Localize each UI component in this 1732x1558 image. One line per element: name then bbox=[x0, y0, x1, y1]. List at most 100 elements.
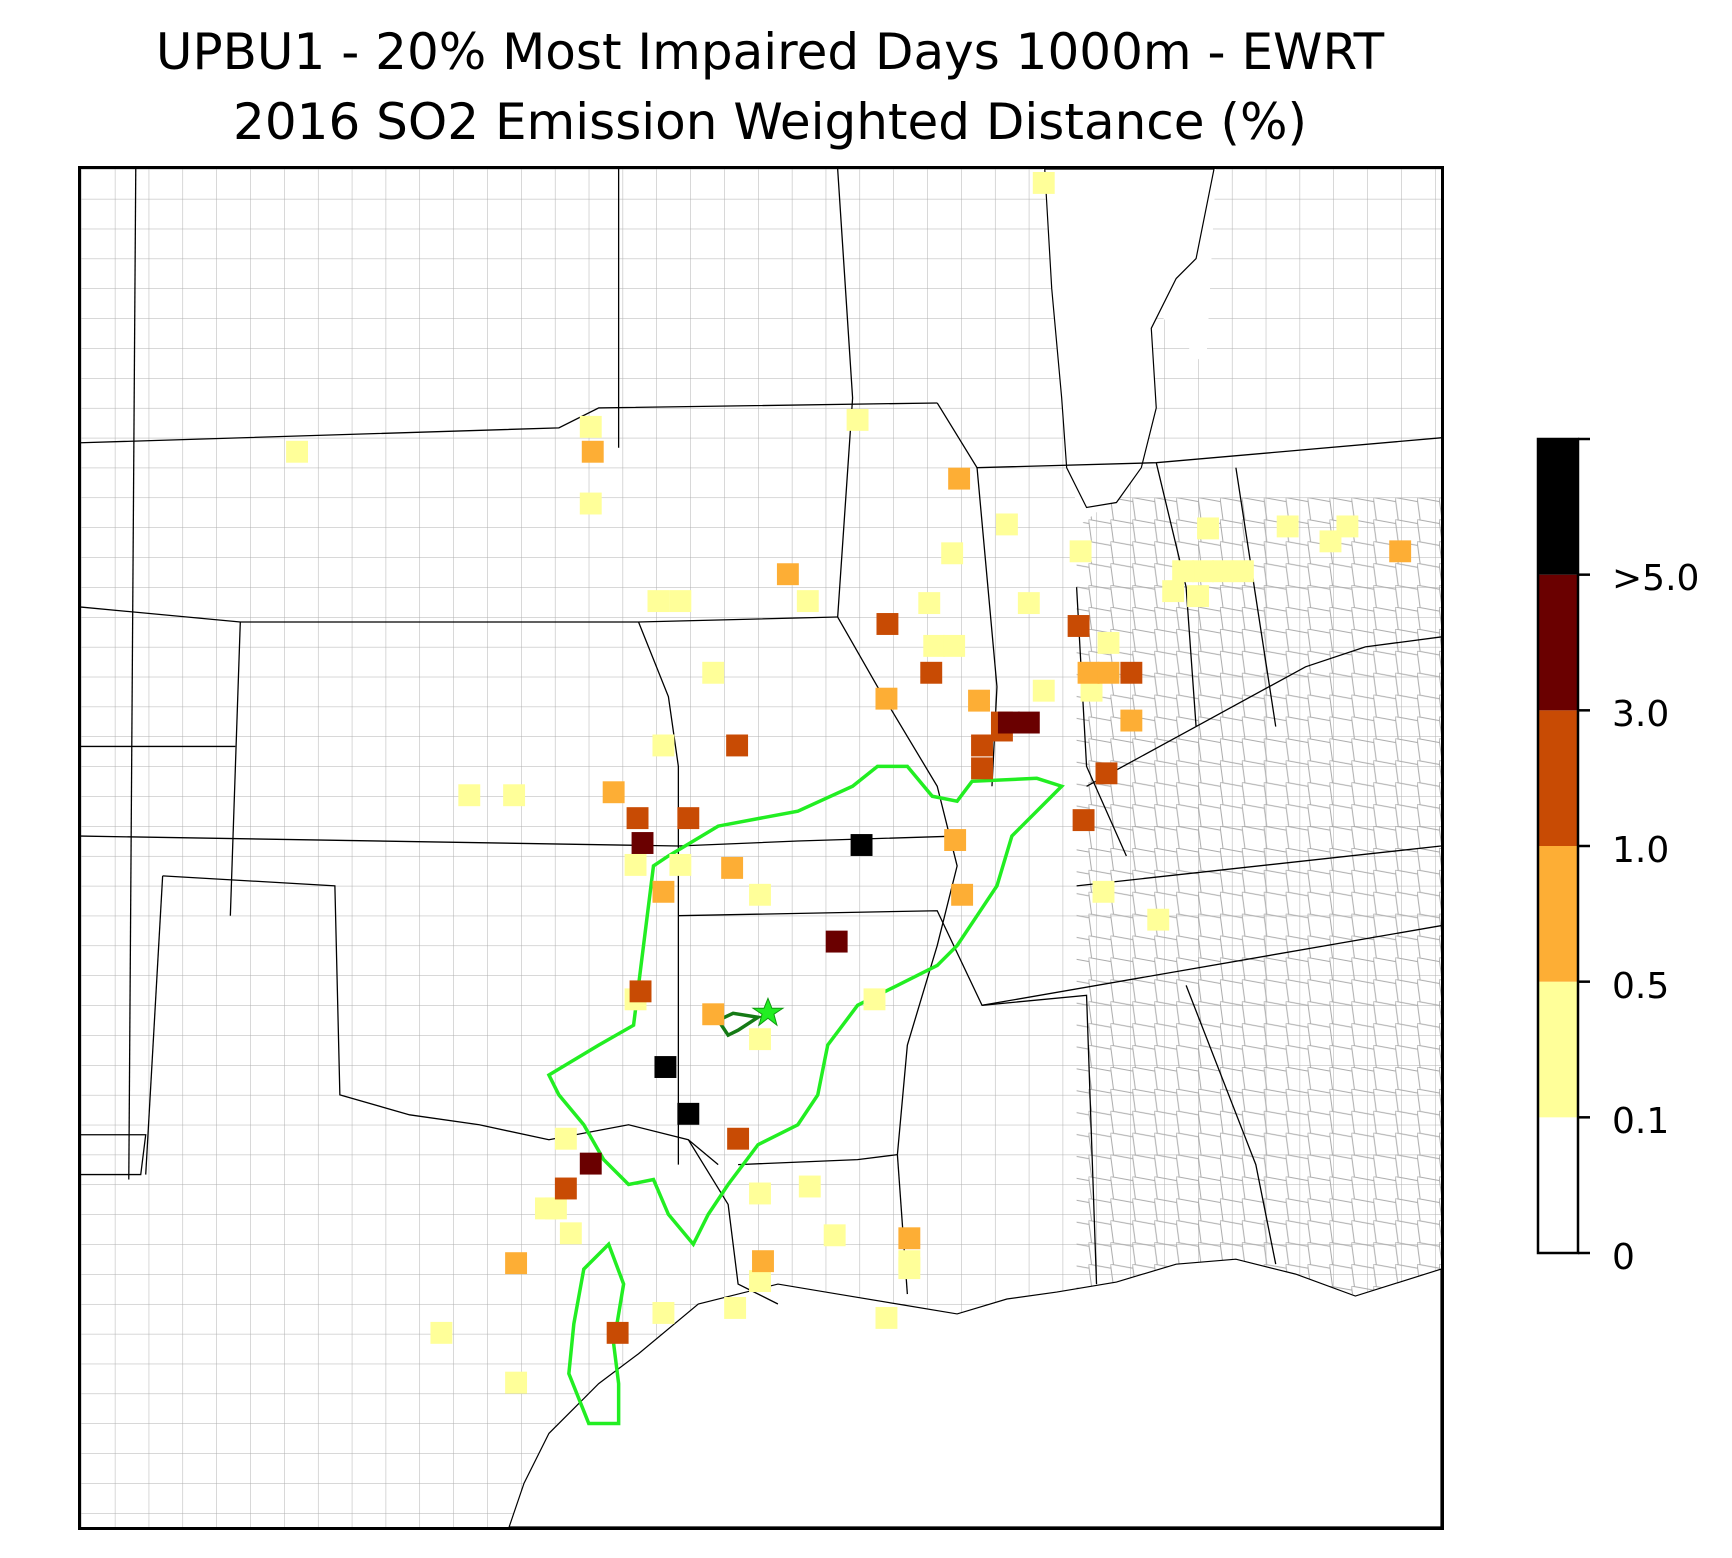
emission-cell bbox=[669, 590, 692, 613]
emission-cell bbox=[629, 980, 652, 1003]
emission-cell bbox=[1017, 592, 1040, 615]
emission-cell bbox=[579, 415, 602, 438]
emission-cell bbox=[898, 1250, 921, 1273]
emission-cell bbox=[1032, 171, 1055, 194]
emission-cell bbox=[727, 1127, 750, 1150]
emission-cell bbox=[554, 1177, 577, 1200]
chart-subtitle: 2016 SO2 Emission Weighted Distance (%) bbox=[233, 93, 1307, 151]
state-boundaries bbox=[81, 169, 1441, 1305]
emission-cell bbox=[1319, 530, 1342, 553]
emission-cell bbox=[968, 689, 990, 712]
emission-cell bbox=[1172, 560, 1195, 583]
emission-cell bbox=[749, 1028, 771, 1051]
map-canvas bbox=[81, 169, 1441, 1527]
emission-cell bbox=[923, 634, 946, 657]
emission-cell bbox=[846, 408, 869, 431]
emission-cell bbox=[1032, 679, 1055, 702]
emission-cell bbox=[944, 829, 967, 851]
emission-cell bbox=[863, 988, 886, 1011]
star-icon bbox=[751, 996, 785, 1027]
emission-cell bbox=[581, 440, 604, 463]
emission-cell bbox=[726, 734, 749, 757]
emission-cell bbox=[1095, 762, 1118, 785]
emission-cell bbox=[1120, 661, 1143, 684]
emission-cell bbox=[505, 1252, 528, 1275]
emission-cell bbox=[1067, 615, 1090, 637]
emission-cell bbox=[721, 856, 744, 879]
emission-cell bbox=[606, 1321, 629, 1344]
map-frame bbox=[78, 166, 1444, 1530]
emission-cell bbox=[898, 1227, 921, 1250]
emission-cell bbox=[1192, 560, 1214, 583]
colorbar-bin bbox=[1538, 1117, 1578, 1253]
emission-cell bbox=[1276, 515, 1299, 538]
emission-cell bbox=[554, 1127, 577, 1150]
emission-cell bbox=[579, 492, 602, 515]
emission-cell bbox=[631, 832, 654, 854]
emission-cell bbox=[941, 542, 964, 565]
colorbar-tick-label: 3.0 bbox=[1612, 694, 1670, 735]
emission-cell bbox=[943, 634, 966, 657]
emission-cell bbox=[1077, 661, 1100, 684]
colorbar-tick-label: 1.0 bbox=[1612, 830, 1670, 871]
emission-cell bbox=[652, 1301, 675, 1324]
emission-cell bbox=[1147, 908, 1170, 931]
emission-cell bbox=[1097, 661, 1120, 684]
emission-cell bbox=[544, 1197, 567, 1220]
emission-cell bbox=[971, 757, 993, 780]
emission-cell bbox=[875, 1306, 898, 1329]
emission-cell bbox=[1389, 540, 1412, 563]
emission-cell bbox=[971, 734, 993, 757]
colorbar-bin bbox=[1538, 439, 1578, 575]
colorbar-tick-label: >5.0 bbox=[1612, 558, 1700, 599]
emission-cell bbox=[918, 592, 941, 615]
emission-cell bbox=[876, 613, 899, 635]
colorbar-bin bbox=[1538, 710, 1578, 846]
emission-cell bbox=[1092, 880, 1115, 903]
emission-cell bbox=[798, 1175, 821, 1198]
emission-cell bbox=[850, 834, 873, 856]
emission-cell bbox=[579, 1152, 602, 1175]
emission-cell bbox=[776, 563, 799, 586]
emission-cell bbox=[1187, 585, 1210, 608]
emission-cell bbox=[677, 807, 700, 830]
emission-cell bbox=[920, 661, 943, 684]
contour-outer bbox=[546, 764, 1065, 1426]
gulf-of-mexico bbox=[508, 1258, 1441, 1527]
emission-cell bbox=[749, 883, 771, 906]
emission-cell bbox=[1072, 809, 1095, 832]
contour-inner bbox=[715, 1011, 763, 1038]
emission-cell bbox=[1336, 515, 1359, 538]
colorbar-tick-label: 0 bbox=[1612, 1237, 1635, 1278]
emission-cell bbox=[677, 1102, 700, 1125]
lake-michigan bbox=[1044, 169, 1215, 509]
emission-cell bbox=[749, 1270, 771, 1293]
emission-cell bbox=[458, 784, 481, 807]
emission-cell bbox=[875, 687, 898, 710]
emission-cell bbox=[602, 781, 625, 804]
emission-cell bbox=[669, 853, 692, 876]
emission-cell bbox=[702, 1003, 725, 1026]
emission-cell bbox=[652, 880, 675, 903]
emission-cell bbox=[724, 1297, 747, 1319]
emission-cell bbox=[430, 1321, 453, 1344]
emission-cell bbox=[1162, 580, 1185, 603]
colorbar bbox=[1536, 437, 1594, 1255]
emission-cell bbox=[505, 1371, 528, 1394]
emission-cell bbox=[752, 1250, 774, 1273]
emission-cell bbox=[702, 661, 725, 684]
emission-cell bbox=[997, 711, 1020, 734]
emission-cell bbox=[1120, 709, 1143, 732]
emission-cell bbox=[1197, 517, 1219, 540]
emission-cell bbox=[286, 440, 309, 463]
emission-cell bbox=[647, 590, 670, 613]
emission-cell bbox=[1097, 631, 1120, 654]
emission-cell bbox=[1017, 711, 1040, 734]
emission-cell bbox=[559, 1222, 582, 1245]
emission-cell bbox=[652, 734, 675, 757]
colorbar-bin bbox=[1538, 981, 1578, 1118]
emission-cell bbox=[995, 513, 1018, 536]
colorbar-tick-label: 0.1 bbox=[1612, 1101, 1670, 1142]
emission-cell bbox=[948, 467, 971, 490]
emission-cell bbox=[624, 853, 647, 876]
